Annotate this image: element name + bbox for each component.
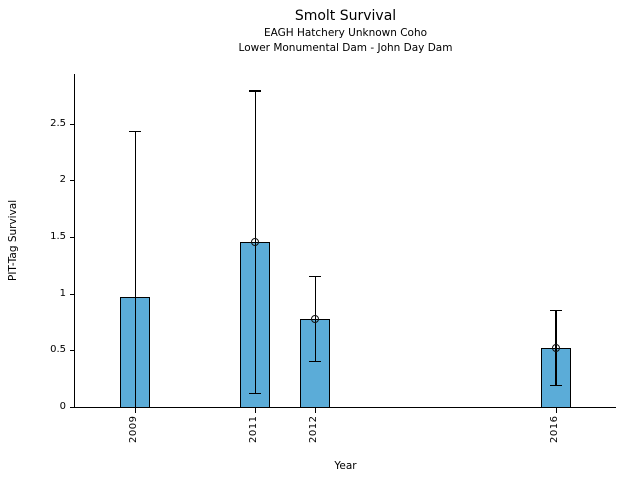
x-tick	[555, 408, 557, 413]
y-tick-label: 0	[59, 401, 66, 412]
chart-subtitle-line2: Lower Monumental Dam - John Day Dam	[238, 42, 453, 54]
y-tick	[70, 350, 74, 352]
y-tick-label: 1	[59, 287, 66, 299]
y-axis-spine	[74, 74, 75, 408]
x-tick	[255, 408, 257, 413]
x-axis-spine	[74, 407, 616, 408]
y-tick	[70, 123, 74, 125]
y-axis-label: PIT-Tag Survival	[7, 199, 19, 281]
y-tick-label: 2.5	[50, 117, 66, 129]
y-tick-label: 0.5	[50, 344, 66, 356]
x-axis-label: Year	[334, 460, 357, 472]
x-tick-label: 2009	[128, 416, 140, 444]
y-tick-label: 2	[59, 174, 66, 186]
x-tick-label: 2011	[248, 416, 260, 444]
y-tick	[70, 407, 74, 408]
y-tick-label: 1.5	[50, 231, 66, 243]
x-tick	[135, 408, 137, 413]
error-bar-cap-top	[249, 90, 262, 92]
data-point-marker	[311, 314, 320, 323]
error-bar-line	[134, 131, 136, 407]
y-tick	[70, 180, 74, 182]
error-bar-cap-top	[549, 310, 562, 312]
x-tick-label: 2016	[548, 416, 560, 444]
y-tick	[70, 237, 74, 239]
chart-title: Smolt Survival	[294, 8, 397, 24]
x-tick	[315, 408, 317, 413]
error-bar-cap-top	[129, 131, 142, 133]
chart-subtitle-line1: EAGH Hatchery Unknown Coho	[263, 27, 428, 39]
x-tick-label: 2012	[308, 416, 320, 444]
y-tick	[70, 293, 74, 295]
data-point-marker	[251, 237, 260, 246]
data-point-marker	[551, 344, 560, 353]
error-bar-cap-bottom	[309, 361, 322, 363]
chart-header: Smolt Survival EAGH Hatchery Unknown Coh…	[75, 7, 616, 56]
error-bar-cap-top	[309, 276, 322, 278]
error-bar-cap-bottom	[549, 384, 562, 387]
error-bar-cap-bottom	[249, 392, 262, 394]
bar-2012	[300, 318, 331, 408]
